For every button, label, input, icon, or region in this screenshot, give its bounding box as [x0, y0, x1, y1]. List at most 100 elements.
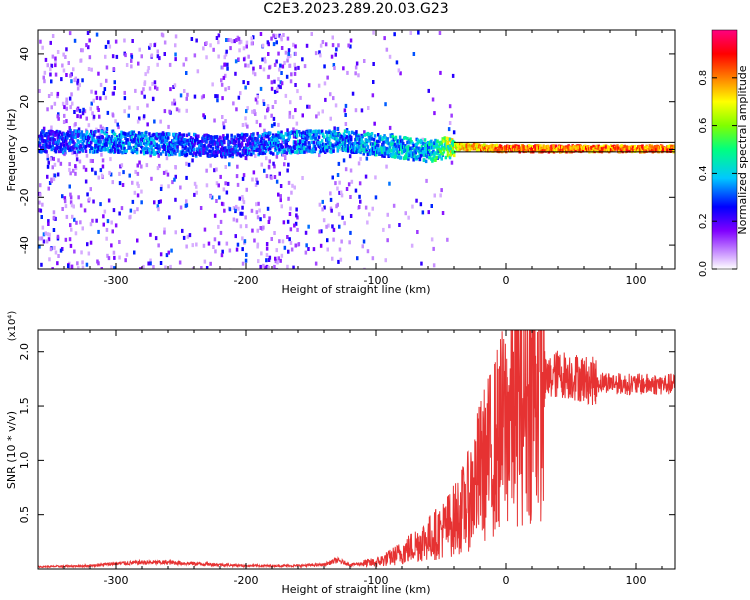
heatmap-cell — [432, 158, 435, 162]
heatmap-cell — [633, 145, 637, 149]
heatmap-cell — [219, 135, 222, 140]
heatmap-cell — [139, 150, 143, 154]
heatmap-cell — [440, 188, 443, 193]
heatmap-cell — [296, 227, 299, 232]
heatmap-cell — [54, 56, 57, 61]
heatmap-cell — [157, 200, 161, 204]
y-tick-label: -20 — [18, 188, 31, 206]
heatmap-cell — [221, 115, 224, 119]
heatmap-cell — [245, 224, 248, 229]
colorbar-tick-label: 0.4 — [698, 165, 709, 181]
heatmap-cell — [443, 136, 447, 141]
heatmap-cell — [217, 224, 220, 229]
heatmap-cell — [109, 136, 113, 141]
heatmap-cell — [361, 140, 364, 144]
heatmap-cell — [279, 258, 282, 263]
heatmap-cell — [283, 245, 287, 250]
heatmap-cell — [289, 227, 293, 232]
heatmap-cell — [370, 132, 374, 136]
heatmap-cell — [41, 45, 44, 50]
heatmap-cell — [293, 140, 297, 144]
heatmap-cell — [247, 63, 250, 68]
heatmap-cell — [181, 149, 184, 153]
heatmap-cell — [314, 147, 318, 151]
heatmap-cell — [200, 142, 203, 146]
heatmap-cell — [53, 133, 57, 137]
heatmap-cell — [209, 163, 212, 168]
heatmap-cell — [603, 148, 607, 153]
heatmap-cell — [153, 80, 157, 85]
heatmap-cell — [170, 147, 173, 151]
heatmap-cell — [237, 95, 241, 100]
heatmap-cell — [105, 65, 109, 70]
heatmap-cell — [432, 149, 435, 154]
heatmap-cell — [343, 129, 347, 133]
heatmap-cell — [81, 149, 85, 153]
heatmap-cell — [226, 136, 229, 140]
heatmap-cell — [371, 256, 375, 261]
heatmap-cell — [226, 66, 229, 71]
heatmap-cell — [452, 130, 456, 135]
heatmap-cell — [171, 152, 174, 156]
heatmap-cell — [128, 215, 131, 220]
heatmap-cell — [221, 145, 224, 150]
heatmap-cell — [175, 141, 178, 145]
heatmap-cell — [208, 149, 212, 153]
heatmap-cell — [303, 146, 306, 151]
heatmap-cell — [287, 180, 291, 185]
heatmap-cell — [267, 137, 271, 141]
heatmap-cell — [289, 240, 293, 245]
heatmap-cell — [92, 135, 95, 139]
heatmap-cell — [359, 199, 362, 204]
heatmap-cell — [177, 108, 181, 113]
heatmap-cell — [271, 140, 274, 144]
heatmap-cell — [39, 39, 42, 44]
heatmap-cell — [140, 54, 143, 59]
heatmap-cell — [98, 114, 101, 119]
heatmap-cell — [211, 146, 215, 151]
heatmap-cell — [268, 216, 271, 221]
heatmap-cell — [317, 83, 321, 88]
heatmap-cell — [286, 55, 290, 60]
heatmap-cell — [333, 66, 336, 70]
heatmap-cell — [277, 256, 280, 261]
heatmap-cell — [296, 89, 299, 94]
heatmap-cell — [47, 160, 50, 165]
heatmap-cell — [43, 79, 46, 84]
heatmap-cell — [326, 133, 329, 138]
heatmap-cell — [268, 131, 272, 136]
heatmap-cell — [109, 141, 113, 146]
heatmap-cell — [95, 145, 98, 149]
heatmap-cell — [380, 147, 383, 151]
heatmap-cell — [229, 145, 232, 149]
heatmap-cell — [69, 192, 72, 197]
heatmap-cell — [75, 107, 79, 112]
heatmap-cell — [554, 144, 558, 148]
heatmap-cell — [41, 225, 45, 230]
heatmap-cell — [312, 133, 316, 137]
heatmap-cell — [246, 152, 249, 157]
colorbar-tick-label: 0.0 — [698, 261, 709, 277]
heatmap-cell — [202, 94, 205, 99]
heatmap-cell — [57, 139, 61, 143]
heatmap-cell — [262, 146, 266, 150]
heatmap-cell — [483, 143, 486, 148]
heatmap-cell — [68, 126, 71, 130]
heatmap-cell — [63, 143, 66, 148]
heatmap-cell — [337, 161, 341, 166]
heatmap-cell — [86, 139, 90, 143]
heatmap-cell — [490, 146, 493, 151]
heatmap-cell — [552, 144, 556, 148]
heatmap-cell — [412, 52, 416, 56]
heatmap-cell — [50, 105, 53, 110]
heatmap-cell — [345, 135, 349, 139]
heatmap-cell — [325, 224, 328, 229]
heatmap-cell — [47, 186, 50, 191]
heatmap-cell — [43, 144, 46, 148]
heatmap-cell — [255, 177, 258, 182]
heatmap-cell — [75, 220, 78, 225]
heatmap-cell — [172, 141, 175, 145]
heatmap-cell — [245, 109, 248, 114]
heatmap-cell — [195, 134, 198, 138]
